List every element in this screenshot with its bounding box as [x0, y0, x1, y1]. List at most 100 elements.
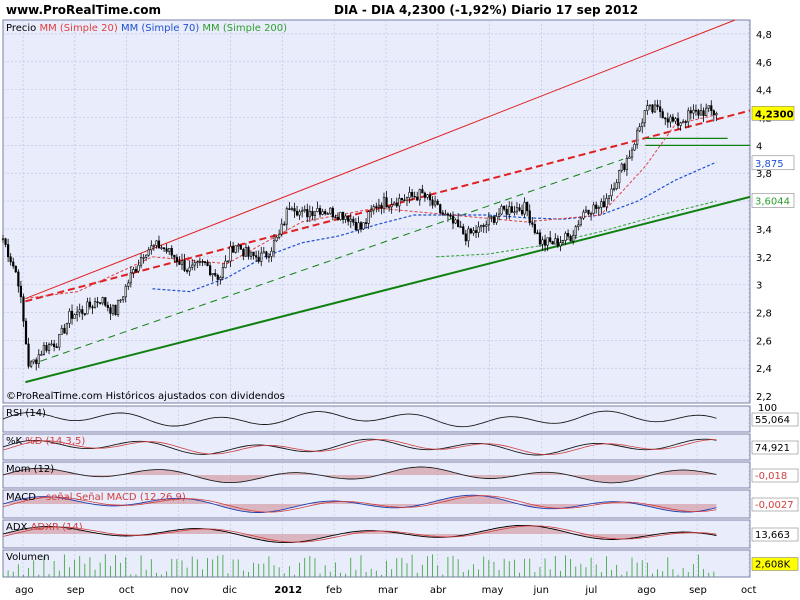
stoch-signal-line	[2, 439, 717, 455]
candle-body	[370, 209, 373, 212]
candle-body	[7, 244, 10, 258]
candle-body	[618, 170, 621, 184]
candle-body	[326, 213, 329, 215]
candle-body	[211, 273, 214, 276]
candle-body	[193, 262, 196, 266]
candle-body	[40, 354, 43, 356]
mom-label: Mom (12)	[6, 464, 54, 475]
candle-body	[474, 230, 478, 233]
candle-body	[472, 230, 475, 234]
candle-body	[216, 275, 219, 280]
candle-body	[503, 205, 506, 210]
candle-body	[577, 224, 580, 227]
candle-body	[63, 327, 66, 334]
candle-body	[408, 191, 411, 198]
vol-value-tag	[751, 557, 799, 571]
x-tick-label: jul	[584, 585, 597, 596]
candle-body	[175, 256, 178, 262]
price-value-tag	[751, 106, 795, 121]
candle-body	[682, 121, 685, 124]
x-tick-label: feb	[326, 585, 342, 596]
candle-body	[541, 239, 544, 245]
x-tick-label: sep	[67, 585, 85, 596]
candle-body	[232, 246, 235, 253]
candle-body	[324, 211, 327, 215]
candle-body	[566, 233, 570, 237]
candle-body	[9, 256, 12, 263]
candle-body	[196, 261, 199, 264]
candle-body	[83, 313, 86, 315]
candle-body	[592, 204, 595, 214]
rsi-line	[2, 410, 717, 428]
candle-body	[162, 247, 166, 250]
candle-body	[347, 215, 350, 222]
candle-body	[615, 182, 618, 190]
candle-body	[582, 211, 585, 219]
candle-body	[58, 334, 61, 348]
candle-body	[290, 208, 294, 210]
candle-body	[88, 301, 92, 308]
rsi-panel	[2, 405, 751, 433]
candle-body	[334, 216, 337, 219]
candle-body	[160, 247, 163, 249]
candle-body	[390, 204, 393, 208]
candle-body	[546, 237, 549, 246]
candle-body	[579, 217, 582, 226]
candle-body	[152, 245, 155, 247]
candle-body	[357, 222, 360, 231]
candle-body	[715, 113, 718, 116]
candle-body	[597, 207, 600, 209]
candle-body	[68, 310, 71, 324]
candle-body	[147, 249, 150, 256]
candle-body	[666, 118, 669, 123]
candle-body	[605, 198, 608, 208]
candle-body	[42, 345, 46, 355]
candle-body	[712, 110, 715, 116]
adx-signal-line	[2, 525, 717, 543]
candle-body	[375, 206, 378, 209]
candle-body	[513, 211, 516, 214]
candle-body	[398, 198, 401, 207]
candle-body	[620, 163, 623, 171]
candle-body	[689, 110, 692, 114]
candle-body	[219, 277, 222, 280]
y-tick-label: 3,8	[756, 169, 772, 180]
candle-body	[27, 343, 30, 367]
rsi-value: 55,064	[755, 415, 790, 426]
candle-body	[132, 269, 135, 274]
candle-body	[377, 204, 380, 208]
candle-body	[393, 202, 396, 206]
candle-body	[60, 327, 63, 335]
candle-body	[418, 189, 421, 201]
candle-body	[313, 211, 317, 216]
candle-body	[664, 117, 667, 120]
candle-body	[86, 301, 89, 315]
mm20-line	[25, 114, 717, 299]
legend-item: MM (Simple 20)	[36, 23, 118, 34]
candle-body	[651, 104, 654, 113]
candle-body	[403, 199, 406, 202]
candle-body	[267, 256, 271, 258]
y-tick-label: 2,4	[756, 364, 772, 375]
candle-body	[311, 211, 314, 216]
candle-body	[638, 126, 641, 132]
candle-body	[214, 273, 217, 276]
mom-panel	[2, 461, 751, 489]
candle-body	[252, 251, 255, 256]
candle-body	[244, 246, 248, 257]
candle-body	[459, 226, 462, 228]
indicator-name: MACD	[6, 492, 36, 503]
candle-body	[523, 201, 526, 215]
candle-body	[536, 232, 539, 235]
candle-body	[285, 208, 288, 225]
chart-title: DIA - DIA 4,2300 (-1,92%) Diario 17 sep …	[334, 3, 638, 17]
candle-body	[308, 211, 311, 218]
candle-body	[492, 216, 496, 223]
trend-upper-line	[25, 19, 736, 300]
candle-body	[298, 211, 301, 216]
candle-body	[321, 211, 324, 215]
y-tick-label: 2,2	[756, 392, 772, 403]
y-tick-label: 4,6	[756, 58, 772, 69]
candle-body	[137, 264, 140, 272]
candle-body	[239, 244, 242, 250]
